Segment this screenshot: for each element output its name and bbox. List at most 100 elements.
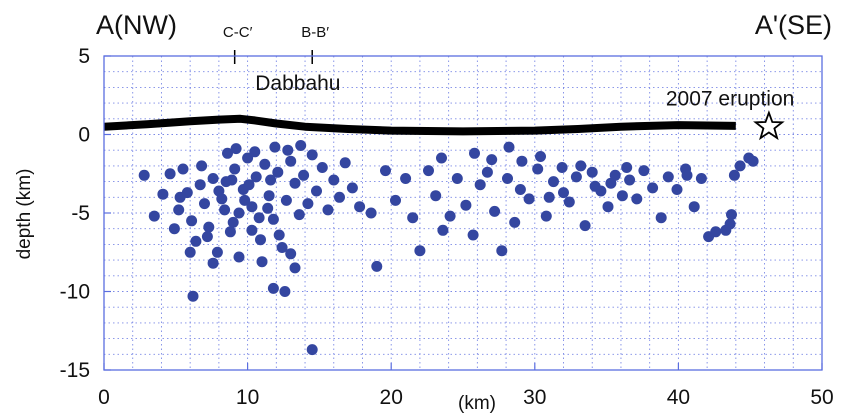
hypocenter-point bbox=[655, 212, 667, 224]
hypocenter-point bbox=[168, 223, 180, 235]
hypocenter-point bbox=[688, 201, 700, 213]
hypocenter-point bbox=[265, 174, 277, 186]
hypocenter-point bbox=[662, 171, 674, 183]
profile-marker-label: C-C′ bbox=[223, 24, 253, 41]
hypocenter-point bbox=[262, 202, 274, 214]
hypocenter-point bbox=[280, 194, 292, 206]
hypocenter-point bbox=[289, 262, 301, 274]
hypocenter-point bbox=[285, 248, 297, 260]
hypocenter-point bbox=[187, 290, 199, 302]
hypocenter-point bbox=[747, 155, 759, 167]
hypocenter-point bbox=[306, 149, 318, 161]
hypocenter-point bbox=[570, 171, 582, 183]
hypocenter-point bbox=[249, 146, 261, 158]
hypocenter-point bbox=[474, 179, 486, 191]
hypocenter-point bbox=[233, 207, 245, 219]
hypocenter-point bbox=[213, 185, 225, 197]
hypocenter-point bbox=[267, 282, 279, 294]
hypocenter-point bbox=[311, 185, 322, 197]
hypocenter-point bbox=[589, 180, 601, 192]
hypocenter-point bbox=[186, 215, 198, 227]
hypocenter-point bbox=[502, 173, 513, 184]
hypocenter-point bbox=[407, 212, 419, 224]
hypocenter-point bbox=[253, 212, 265, 224]
hypocenter-point bbox=[267, 213, 279, 225]
hypocenter-point bbox=[496, 245, 508, 257]
hypocenter-point bbox=[199, 198, 210, 210]
hypocenter-point bbox=[605, 177, 617, 189]
hypocenter-point bbox=[437, 224, 449, 236]
hypocenter-point bbox=[509, 216, 521, 228]
hypocenter-point bbox=[239, 194, 251, 206]
hypocenter-point bbox=[242, 152, 254, 164]
y-tick-label: 0 bbox=[78, 124, 90, 147]
hypocenter-point bbox=[469, 147, 480, 159]
hypocenter-point bbox=[316, 162, 328, 173]
profile-marker-label: B-B′ bbox=[301, 24, 329, 41]
hypocenter-point bbox=[724, 218, 736, 230]
hypocenter-point bbox=[224, 226, 236, 238]
hypocenter-point bbox=[295, 140, 307, 151]
hypocenter-point bbox=[380, 165, 391, 177]
hypocenter-point bbox=[371, 260, 383, 272]
hypocenter-point bbox=[710, 226, 722, 238]
hypocenter-point bbox=[602, 201, 614, 213]
annotation-2007-eruption: 2007 eruption bbox=[666, 87, 794, 110]
hypocenter-point bbox=[579, 220, 591, 232]
hypocenter-point bbox=[423, 165, 434, 177]
hypocenter-point bbox=[246, 224, 258, 236]
hypocenter-point bbox=[226, 174, 238, 186]
hypocenter-point bbox=[556, 162, 568, 173]
hypocenter-point bbox=[586, 166, 598, 178]
y-tick-label: 5 bbox=[78, 45, 90, 68]
hypocenter-point bbox=[229, 163, 241, 175]
hypocenter-point bbox=[346, 182, 358, 194]
hypocenter-point bbox=[638, 165, 650, 177]
hypocenter-point bbox=[444, 210, 456, 222]
hypocenter-point bbox=[543, 191, 555, 203]
hypocenter-point bbox=[222, 147, 233, 159]
grid-lines bbox=[104, 56, 822, 370]
hypocenter-point bbox=[436, 152, 447, 164]
hypocenter-point bbox=[194, 179, 206, 191]
hypocenter-point bbox=[177, 163, 189, 175]
hypocenter-point bbox=[174, 191, 186, 203]
hypocenter-point bbox=[414, 245, 426, 257]
hypocenter-point bbox=[728, 169, 740, 181]
hypocenter-point bbox=[467, 229, 479, 241]
hypocenter-point bbox=[203, 221, 215, 233]
hypocenter-point bbox=[207, 257, 219, 269]
hypocenter-point bbox=[207, 173, 219, 184]
hypocenter-points bbox=[138, 140, 759, 356]
hypocenter-point bbox=[219, 204, 231, 216]
hypocenter-point bbox=[190, 235, 202, 247]
hypocenter-point bbox=[532, 163, 544, 175]
hypocenter-point bbox=[276, 242, 288, 253]
hypocenter-point bbox=[486, 154, 498, 166]
hypocenter-point bbox=[540, 210, 552, 222]
hypocenter-point bbox=[558, 187, 569, 199]
hypocenter-point bbox=[339, 157, 351, 169]
eruption-star-marker bbox=[753, 110, 785, 141]
hypocenter-point bbox=[503, 141, 515, 153]
hypocenter-point bbox=[196, 160, 208, 172]
hypocenter-point bbox=[400, 173, 412, 184]
hypocenter-point bbox=[563, 196, 575, 208]
x-tick-label: 50 bbox=[810, 386, 833, 409]
hypocenter-point bbox=[624, 174, 636, 186]
hypocenter-point bbox=[259, 158, 271, 170]
hypocenter-point bbox=[138, 169, 150, 181]
hypocenter-point bbox=[285, 155, 297, 167]
hypocenter-point bbox=[233, 251, 245, 263]
hypocenter-point bbox=[293, 209, 305, 221]
hypocenter-point bbox=[523, 193, 535, 205]
hypocenter-point bbox=[243, 179, 255, 191]
y-tick-label: -5 bbox=[71, 202, 90, 225]
hypocenter-point bbox=[726, 209, 737, 221]
hypocenter-point bbox=[616, 190, 628, 202]
hypocenter-point bbox=[516, 155, 528, 167]
hypocenter-point bbox=[157, 188, 169, 200]
hypocenter-point bbox=[365, 207, 377, 219]
